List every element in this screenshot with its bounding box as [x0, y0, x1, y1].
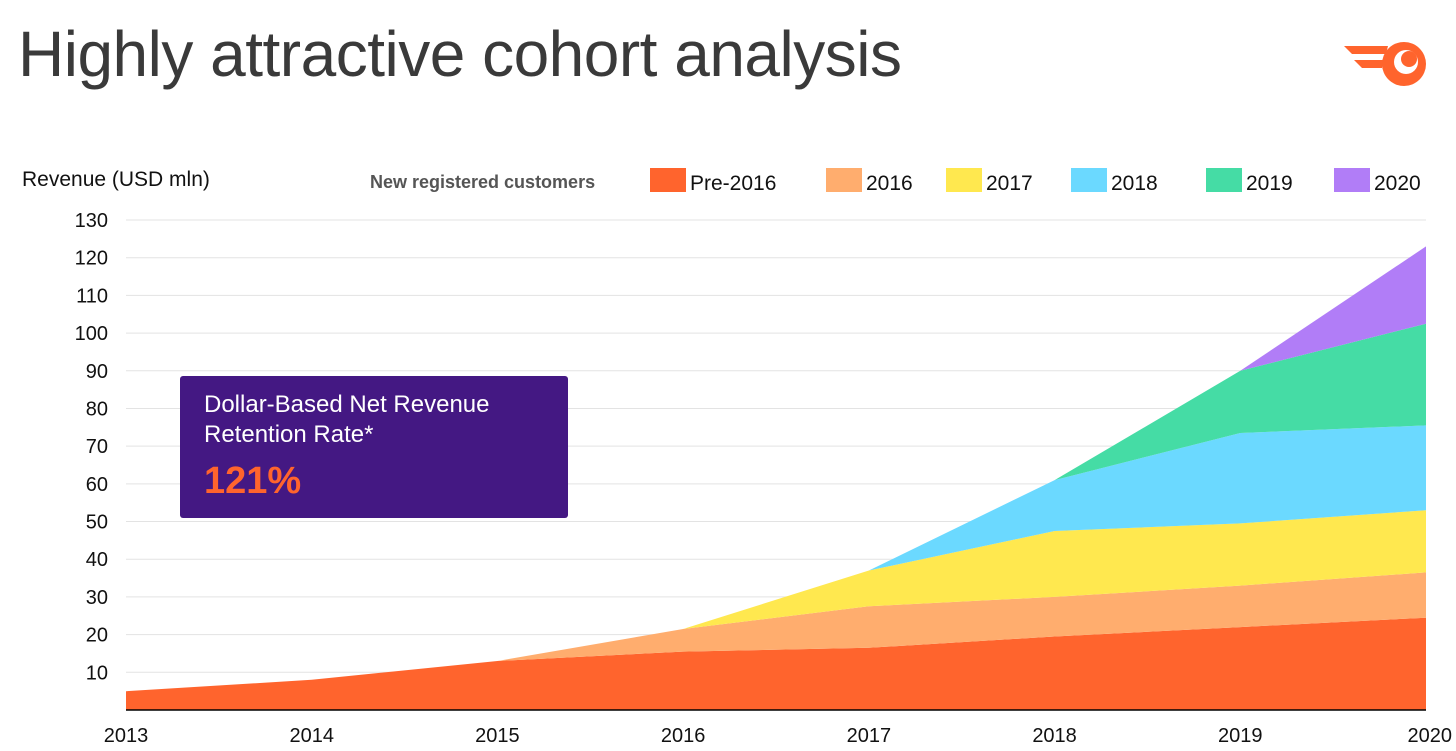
y-tick-label: 50 — [86, 512, 108, 534]
x-tick-label: 2016 — [661, 725, 706, 747]
legend-label: 2017 — [986, 172, 1033, 195]
x-tick-label: 2017 — [847, 725, 892, 747]
x-tick-label: 2018 — [1032, 725, 1077, 747]
area-2018 — [126, 425, 1426, 692]
page-title: Highly attractive cohort analysis — [18, 18, 902, 90]
chart-legend: Pre-2016 2016 2017 2018 2019 2020 — [650, 168, 1421, 195]
legend-label: 2019 — [1246, 172, 1293, 195]
area-pre-2016 — [126, 617, 1426, 710]
chart-areas — [126, 246, 1426, 710]
y-tick-label: 30 — [86, 587, 108, 609]
legend-swatch — [1334, 168, 1370, 192]
legend-swatch — [650, 168, 686, 192]
legend-title: New registered customers — [370, 172, 595, 192]
y-tick-label: 110 — [76, 285, 108, 307]
y-tick-label: 10 — [86, 662, 108, 684]
legend-label: 2016 — [866, 172, 913, 195]
retention-callout: Dollar-Based Net Revenue Retention Rate*… — [180, 376, 568, 518]
x-tick-label: 2019 — [1218, 725, 1263, 747]
x-tick-label: 2015 — [475, 725, 520, 747]
x-axis-ticks: 2013 2014 2015 2016 2017 2018 2019 2020 — [104, 725, 1452, 747]
y-axis-ticks: 10 20 30 40 50 60 70 80 90 100 110 120 130 — [75, 210, 108, 684]
x-tick-label: 2013 — [104, 725, 149, 747]
y-axis-label: Revenue (USD mln) — [22, 168, 210, 191]
semrush-logo-icon — [1344, 42, 1426, 86]
area-2016 — [126, 572, 1426, 692]
legend-label: 2020 — [1374, 172, 1421, 195]
retention-value: 121% — [204, 460, 302, 502]
retention-label: Dollar-Based Net Revenue Retention Rate* — [204, 391, 490, 448]
legend-swatch — [826, 168, 862, 192]
y-tick-label: 120 — [75, 248, 108, 270]
x-tick-label: 2020 — [1408, 725, 1453, 747]
y-tick-label: 80 — [86, 398, 108, 420]
y-tick-label: 130 — [75, 210, 108, 232]
y-tick-label: 40 — [86, 549, 108, 571]
x-tick-label: 2014 — [289, 725, 334, 747]
area-2019 — [126, 323, 1426, 692]
y-tick-label: 60 — [86, 474, 108, 496]
y-tick-label: 100 — [75, 323, 108, 345]
y-tick-label: 90 — [86, 361, 108, 383]
area-2017 — [126, 510, 1426, 692]
legend-swatch — [1206, 168, 1242, 192]
legend-swatch — [1071, 168, 1107, 192]
legend-label: Pre-2016 — [690, 172, 776, 195]
legend-label: 2018 — [1111, 172, 1158, 195]
y-tick-label: 20 — [86, 625, 108, 647]
y-tick-label: 70 — [86, 436, 108, 458]
legend-swatch — [946, 168, 982, 192]
